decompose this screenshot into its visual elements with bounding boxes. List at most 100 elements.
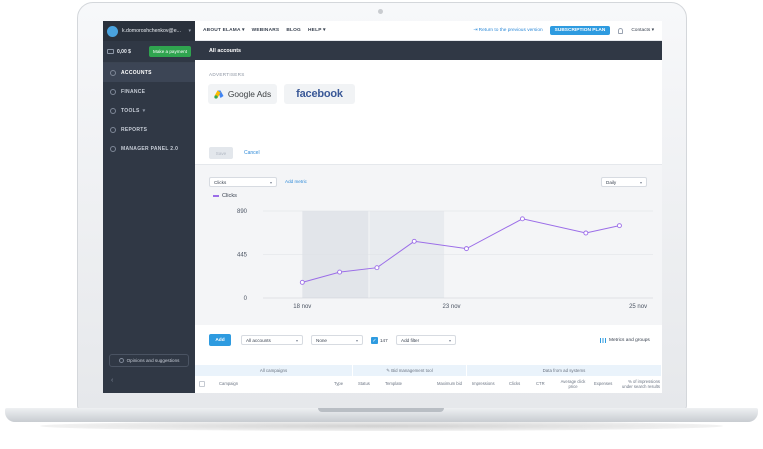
google-ads-logo-icon: [214, 90, 224, 99]
chart-data-point: [411, 238, 417, 244]
chevron-down-icon: ▾: [355, 337, 358, 343]
column-expenses[interactable]: Expenses: [594, 381, 613, 387]
column-ctr[interactable]: CTR: [536, 381, 545, 387]
chart-legend: Clicks: [213, 193, 237, 199]
period-select-value: Daily: [606, 179, 617, 185]
wallet-icon: [107, 49, 114, 54]
return-previous-version-link[interactable]: ⇥ Return to the previous version: [473, 28, 543, 33]
laptop-notch: [318, 408, 444, 412]
chart-data-point: [583, 230, 589, 236]
accounts-select[interactable]: All accounts ▾: [241, 335, 303, 345]
chart-data-point: [374, 265, 380, 271]
opinions-button[interactable]: Opinions and suggestions: [109, 354, 189, 367]
contacts-label: Contacts: [631, 28, 651, 33]
nav-link-help[interactable]: HELP ▾: [308, 28, 326, 33]
nav-link-webinars[interactable]: WEBINARS: [251, 28, 280, 33]
finance-icon: [110, 88, 116, 95]
divider: [195, 164, 662, 165]
column-type[interactable]: Type: [334, 381, 344, 387]
opinions-label: Opinions and suggestions: [126, 358, 180, 363]
add-filter-select[interactable]: Add filter ▾: [396, 335, 456, 345]
group-bid-management: ✎ Bid management tool: [353, 365, 467, 376]
cancel-button[interactable]: Cancel: [244, 150, 260, 156]
table-select-all-checkbox[interactable]: [199, 381, 205, 387]
metric-select[interactable]: Clicks ▾: [209, 177, 277, 187]
subscription-plan-button[interactable]: SUBSCRIPTION PLAN: [549, 26, 611, 35]
add-metric-link[interactable]: Add metric: [285, 179, 307, 184]
column-average-click-price[interactable]: Average click price: [560, 379, 586, 389]
facebook-card[interactable]: facebook: [284, 84, 355, 104]
campaign-table-header: All campaigns ✎ Bid management tool Data…: [195, 361, 662, 393]
chat-icon: [118, 358, 124, 363]
chevron-down-icon: ▾: [295, 337, 298, 343]
group-all-campaigns: All campaigns: [195, 365, 353, 376]
grouping-select[interactable]: None ▾: [311, 335, 363, 345]
sidebar-item-label: ACCOUNTS: [121, 69, 152, 76]
nav-link-about[interactable]: ABOUT ELAMA ▾: [203, 28, 245, 33]
return-link-label: Return to the previous version: [478, 28, 543, 33]
column-template[interactable]: Template: [385, 381, 402, 387]
group-ad-systems: Data from ad systems: [467, 365, 662, 376]
top-bar: ABOUT ELAMA ▾ WEBINARS BLOG HELP ▾ ⇥ Ret…: [195, 21, 662, 41]
sidebar-item-label: REPORTS: [121, 126, 148, 133]
chart-y-tick-label: 0: [244, 296, 248, 302]
column-maximum-bid[interactable]: Maximum bid: [437, 381, 462, 387]
chevron-down-icon: ▾: [639, 179, 642, 185]
add-button[interactable]: Add: [209, 334, 231, 346]
sidebar-item-label: FINANCE: [121, 88, 146, 95]
sidebar-item-accounts[interactable]: ACCOUNTS: [103, 63, 195, 82]
page-title: All accounts: [195, 41, 662, 60]
user-name: k.domoroshchenkov@e...: [122, 28, 181, 34]
tools-icon: [110, 107, 116, 114]
google-ads-label: Google Ads: [227, 89, 272, 99]
metrics-and-groups-link[interactable]: Metrics and groups: [600, 338, 650, 343]
camera-dot: [378, 9, 383, 14]
chart-series-line-clicks: [302, 218, 620, 283]
bell-icon[interactable]: [618, 27, 624, 34]
sidebar-item-label: TOOLS: [121, 107, 140, 114]
google-ads-card[interactable]: Google Ads: [208, 84, 277, 104]
column-clicks[interactable]: Clicks: [509, 381, 521, 387]
column-status[interactable]: Status: [358, 381, 370, 387]
grouping-select-value: None: [316, 337, 327, 343]
select-all-checkbox[interactable]: ✓: [371, 337, 378, 344]
column-campaign[interactable]: Campaign: [219, 381, 239, 387]
accounts-icon: [110, 69, 116, 76]
make-payment-button[interactable]: Make a payment: [149, 46, 191, 57]
laptop-shadow: [40, 421, 723, 431]
chart-data-point: [337, 269, 343, 275]
avatar: [107, 25, 118, 37]
clicks-chart: 890 445 0 18 nov 23 nov 25 nov: [237, 209, 653, 310]
chart-y-tick-label: 445: [237, 253, 248, 259]
metrics-and-groups-label: Metrics and groups: [609, 338, 650, 343]
period-select[interactable]: Daily ▾: [601, 177, 647, 187]
column-impressions[interactable]: Impressions: [472, 381, 495, 387]
column-impressions-share[interactable]: % of impressions under search results: [622, 379, 660, 389]
chart-data-point: [464, 246, 469, 252]
user-menu[interactable]: k.domoroshchenkov@e... ▾: [103, 21, 195, 41]
chart-data-point: [616, 223, 622, 229]
chevron-down-icon: ▾: [448, 337, 451, 343]
chevron-down-icon: ▾: [188, 28, 191, 34]
nav-link-label: ABOUT ELAMA: [203, 28, 241, 33]
sidebar-item-finance[interactable]: FINANCE: [103, 82, 195, 101]
advertisers-label: ADVERTISERS: [209, 72, 245, 77]
chart-data-point: [299, 279, 305, 285]
sidebar-item-tools[interactable]: TOOLS ▾: [103, 101, 195, 120]
table-controls: Add All accounts ▾ None ▾ ✓ 147 Add filt…: [195, 325, 662, 361]
sidebar-item-manager-panel[interactable]: MANAGER PANEL 2.0: [103, 139, 195, 158]
accounts-select-value: All accounts: [246, 337, 271, 343]
chart-x-tick-label: 25 nov: [629, 304, 647, 310]
chart-x-tick-label: 23 nov: [443, 304, 461, 310]
save-button[interactable]: Save: [209, 147, 233, 159]
facebook-logo: facebook: [296, 88, 343, 100]
chevron-down-icon: ▾: [269, 179, 272, 185]
sidebar: k.domoroshchenkov@e... ▾ 0,00 $ Make a p…: [103, 21, 195, 393]
collapse-sidebar-icon[interactable]: ‹: [111, 377, 114, 384]
chart-y-tick-label: 890: [237, 209, 248, 215]
table-group-row: All campaigns ✎ Bid management tool Data…: [195, 365, 662, 376]
contacts-menu[interactable]: Contacts ▾: [631, 28, 654, 33]
sidebar-item-reports[interactable]: REPORTS: [103, 120, 195, 139]
add-filter-value: Add filter: [401, 337, 420, 343]
nav-link-blog[interactable]: BLOG: [286, 28, 301, 33]
